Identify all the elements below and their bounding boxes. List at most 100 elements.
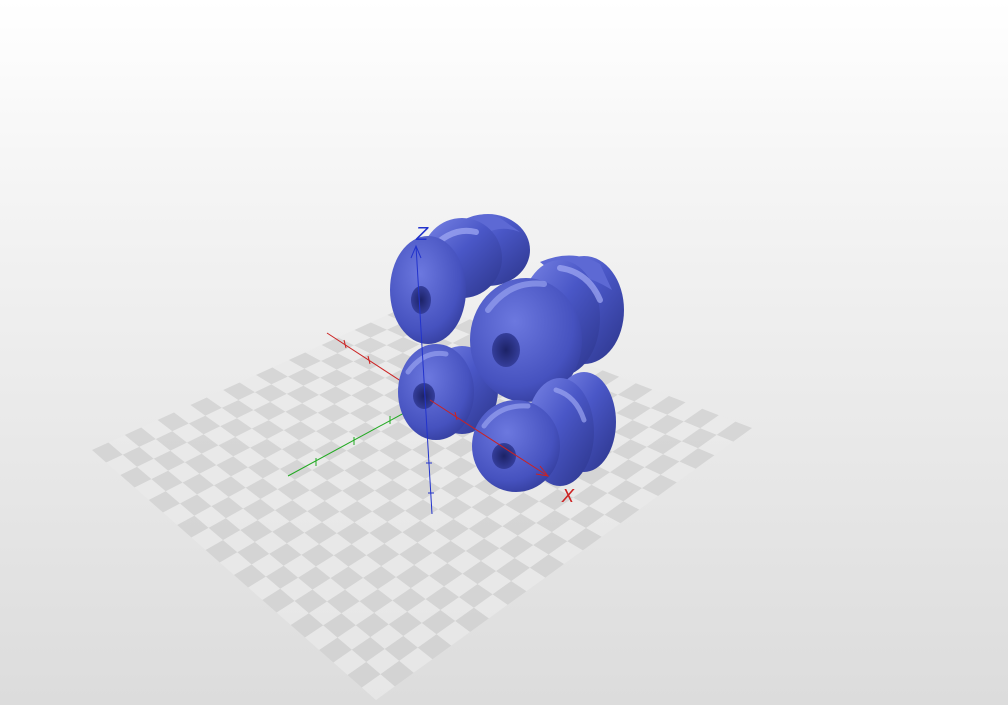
floor-tile xyxy=(679,448,715,469)
floor-tile xyxy=(190,397,222,416)
floor-tile xyxy=(177,515,209,538)
floor-tile xyxy=(253,402,286,421)
floor-tile xyxy=(667,402,703,422)
floor-tile xyxy=(407,599,441,623)
floor-tile xyxy=(567,528,602,551)
floor-tile xyxy=(336,361,370,379)
floor-tile xyxy=(305,345,338,361)
floor-tile xyxy=(420,509,454,531)
floor-tile xyxy=(294,589,327,614)
floor-tile xyxy=(505,492,539,514)
x-axis-tick xyxy=(367,355,371,365)
floor-tile xyxy=(237,542,270,565)
floor-tile xyxy=(367,395,400,413)
floor-tile xyxy=(288,352,321,369)
x-axis-tick xyxy=(454,411,458,421)
floor-tile xyxy=(403,623,437,648)
floor-tile xyxy=(473,594,508,619)
floor-tile xyxy=(414,553,448,576)
floor-tile xyxy=(533,532,568,555)
floor-tile xyxy=(172,423,204,443)
floor-tile xyxy=(432,540,466,564)
floor-tile xyxy=(575,464,610,485)
floor-tile xyxy=(436,621,470,646)
floor-tile xyxy=(399,647,433,673)
floor-tile xyxy=(444,573,478,598)
axes-indicator-front xyxy=(410,244,550,515)
floor-tile xyxy=(239,375,272,393)
floor-tile xyxy=(390,489,423,511)
floor-tile xyxy=(335,378,369,396)
floor-tile xyxy=(254,384,287,402)
floor-tile xyxy=(219,552,252,575)
floor-tile xyxy=(570,506,605,528)
floor-tile xyxy=(324,490,358,512)
floor-tile xyxy=(262,469,295,490)
floor-tile xyxy=(539,489,574,511)
floor-tile xyxy=(366,543,400,567)
floor-tile xyxy=(551,519,586,542)
model-group[interactable] xyxy=(390,214,624,492)
floor-tile xyxy=(304,522,337,545)
floor-tile xyxy=(320,369,353,387)
floor-tile xyxy=(612,439,647,460)
floor-tile xyxy=(369,361,402,378)
wheel-part-top-left[interactable] xyxy=(390,214,530,344)
floor-tile xyxy=(377,460,410,481)
floor-tile xyxy=(206,390,239,408)
floor-tile xyxy=(484,526,518,549)
floor-tile xyxy=(187,434,219,454)
floor-tile xyxy=(511,567,546,592)
floor-tile xyxy=(329,450,362,471)
floor-tile xyxy=(221,400,254,419)
floor-tile xyxy=(276,601,309,625)
floor-tile xyxy=(319,386,352,405)
floor-tile xyxy=(407,478,441,500)
floor-tile xyxy=(137,458,169,480)
wheel-part-top-right[interactable] xyxy=(470,255,624,402)
floor-tile xyxy=(453,507,487,529)
floor-tile xyxy=(435,519,469,541)
floor-tile xyxy=(289,511,322,533)
floor-tile xyxy=(218,437,251,457)
floor-tile xyxy=(277,479,310,501)
floor-tile xyxy=(321,337,354,354)
floor-tile xyxy=(300,412,333,432)
floor-tile xyxy=(338,330,371,346)
floor-tile xyxy=(275,500,308,522)
floor-tile xyxy=(214,476,246,497)
floor-tile xyxy=(459,584,493,608)
floor-tile xyxy=(108,435,140,455)
floor-tile xyxy=(361,674,395,700)
floor-tile xyxy=(122,446,154,467)
floor-tile xyxy=(402,520,436,543)
floor-tile xyxy=(286,532,320,555)
floor-tile xyxy=(238,392,271,411)
floor-tile xyxy=(182,473,214,495)
floor-tile xyxy=(630,427,666,447)
floor-tile xyxy=(683,408,719,429)
floor-tile xyxy=(286,385,319,404)
floor-tile xyxy=(282,440,315,460)
x-axis-line-front xyxy=(429,399,549,477)
floor-tile xyxy=(447,551,481,574)
floor-tile xyxy=(650,396,686,415)
floor-tile xyxy=(348,555,382,578)
floor-tile xyxy=(292,490,325,512)
floor-tile xyxy=(363,431,397,451)
floor-tile xyxy=(223,382,255,401)
floor-tile xyxy=(334,395,367,414)
floor-tile xyxy=(240,520,273,542)
floor-tile xyxy=(165,482,197,504)
floor-tile xyxy=(203,426,236,446)
floor-tile xyxy=(536,510,571,533)
floor-tile xyxy=(496,558,530,582)
floor-tile xyxy=(337,625,371,650)
floor-tile xyxy=(139,439,171,459)
floor-tile xyxy=(443,457,477,478)
floor-tile xyxy=(471,495,506,517)
floor-tile xyxy=(396,565,430,589)
floor-tile xyxy=(305,625,338,650)
